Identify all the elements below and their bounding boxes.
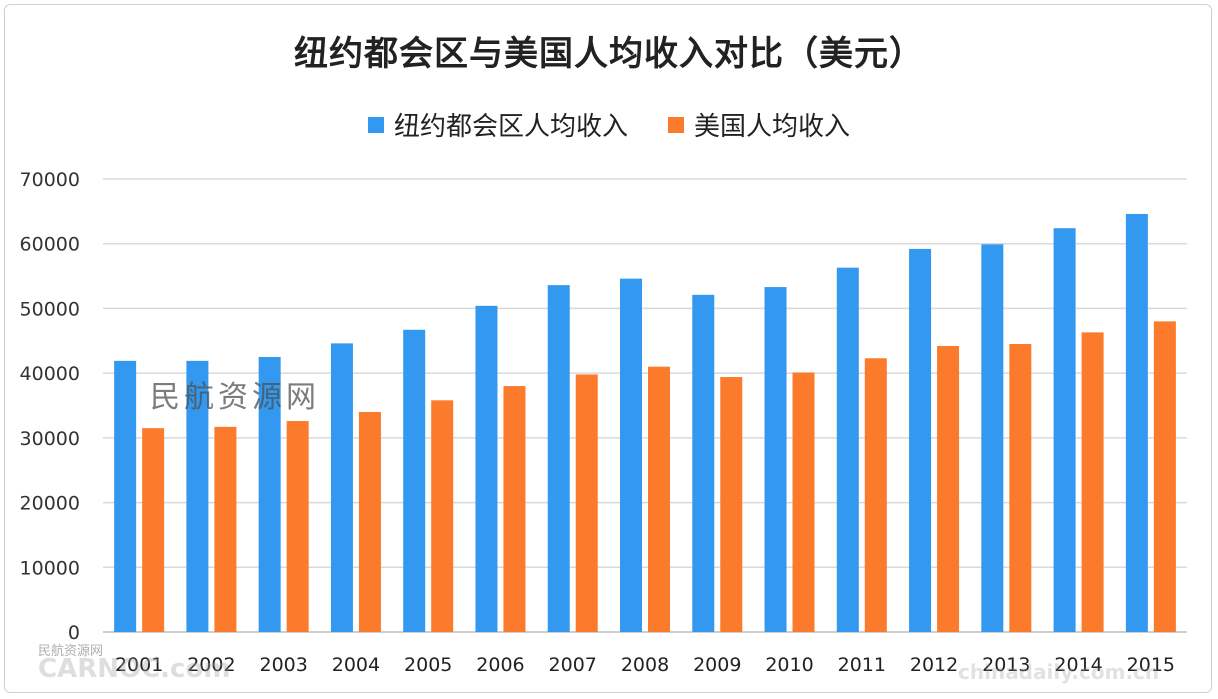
watermark-center: 民航资源网: [150, 380, 320, 415]
legend-item-nyc: 纽约都会区人均收入: [367, 106, 628, 143]
x-tick-label: 2010: [765, 654, 813, 676]
bar-us-2014: [1081, 332, 1104, 632]
bar-us-2015: [1153, 321, 1176, 632]
chart-frame: [4, 4, 1212, 693]
bar-nyc-2006: [475, 305, 498, 632]
bar-us-2002: [214, 426, 237, 632]
x-tick-label: 2006: [476, 654, 524, 676]
legend-item-us: 美国人均收入: [668, 106, 850, 143]
x-tick-label: 2015: [1127, 654, 1175, 676]
bar-us-2007: [575, 374, 598, 632]
x-tick-label: 2004: [332, 654, 380, 676]
chart-title: 纽约都会区与美国人均收入对比（美元）: [294, 34, 924, 74]
bar-us-2011: [864, 358, 887, 632]
watermark-bottom-right: chinadaily.com.cn: [958, 660, 1160, 684]
legend-swatch-nyc: [367, 116, 384, 133]
x-tick-label: 2014: [1054, 654, 1102, 676]
legend-label-us: 美国人均收入: [694, 112, 851, 142]
bar-nyc-2009: [692, 294, 715, 632]
legend-label-nyc: 纽约都会区人均收入: [393, 112, 628, 142]
bar-nyc-2010: [764, 287, 787, 632]
bar-us-2009: [720, 377, 743, 632]
y-tick-label: 30000: [20, 428, 80, 450]
bar-us-2008: [648, 366, 670, 632]
bar-nyc-2007: [547, 285, 570, 632]
bar-nyc-2015: [1125, 213, 1148, 632]
legend: 纽约都会区人均收入 美国人均收入: [0, 106, 1218, 143]
bar-us-2005: [431, 400, 454, 632]
x-tick-label: 2009: [693, 654, 741, 676]
x-tick-label: 2011: [838, 654, 886, 676]
bar-us-2001: [142, 428, 165, 632]
x-tick-label: 2012: [910, 654, 958, 676]
legend-swatch-us: [668, 116, 684, 133]
bar-nyc-2014: [1053, 228, 1076, 632]
x-tick-label: 2002: [187, 654, 235, 676]
bar-us-2006: [503, 386, 526, 632]
bar-us-2013: [1009, 344, 1032, 632]
y-tick-label: 20000: [20, 493, 80, 515]
bar-nyc-2013: [981, 244, 1004, 632]
bar-us-2012: [937, 345, 960, 632]
y-tick-label: 50000: [20, 298, 80, 320]
y-tick-label: 40000: [20, 363, 80, 385]
watermark-bottom-left: CARNOC.com: [38, 654, 231, 684]
bar-nyc-2002: [186, 360, 209, 632]
bar-nyc-2001: [114, 360, 137, 632]
bar-nyc-2003: [258, 356, 281, 632]
watermark-bottom-left-cn: 民航资源网: [38, 644, 104, 659]
bar-nyc-2012: [909, 248, 932, 633]
bar-nyc-2008: [620, 278, 642, 632]
bar-nyc-2004: [330, 343, 353, 632]
x-tick-label: 2001: [115, 654, 163, 676]
x-tick-label: 2007: [549, 654, 597, 676]
x-tick-label: 2005: [404, 654, 452, 676]
y-tick-label: 60000: [20, 234, 80, 256]
bar-nyc-2005: [403, 329, 426, 632]
bar-us-2003: [286, 421, 309, 632]
bar-nyc-2011: [836, 267, 859, 632]
y-tick-label: 10000: [20, 557, 80, 579]
x-tick-label: 2008: [621, 654, 669, 676]
bar-us-2004: [358, 411, 381, 632]
x-tick-label: 2013: [982, 654, 1030, 676]
y-tick-label: 0: [68, 622, 80, 644]
bar-us-2010: [792, 372, 815, 632]
x-tick-label: 2003: [259, 654, 307, 676]
y-tick-label: 70000: [20, 169, 80, 191]
